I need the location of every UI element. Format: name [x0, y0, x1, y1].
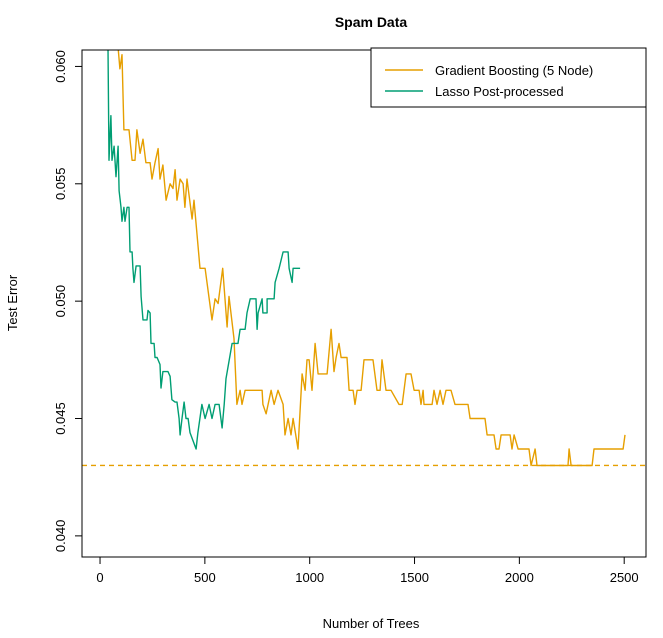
- y-tick-label: 0.055: [53, 168, 68, 201]
- y-axis: 0.040 0.045 0.050 0.055 0.060: [53, 50, 82, 552]
- chart-title: Spam Data: [335, 14, 408, 30]
- x-tick-label: 1500: [400, 570, 429, 585]
- plot-frame: [81, 49, 647, 558]
- plot-area: [82, 50, 646, 467]
- x-tick-label: 0: [96, 570, 103, 585]
- x-tick-label: 500: [194, 570, 216, 585]
- series-line-lasso: [107, 50, 301, 450]
- x-axis-label: Number of Trees: [323, 616, 420, 631]
- x-tick-label: 2500: [610, 570, 639, 585]
- legend-label-lasso: Lasso Post-processed: [435, 84, 564, 99]
- legend-box: [370, 47, 647, 108]
- legend: Gradient Boosting (5 Node) Lasso Post-pr…: [370, 47, 647, 108]
- y-axis-label: Test Error: [5, 274, 20, 331]
- y-tick-label: 0.040: [53, 520, 68, 553]
- x-axis: 0 500 1000 1500 2000 2500: [96, 557, 639, 585]
- series-line-gradient-boosting: [117, 50, 626, 467]
- y-tick-label: 0.050: [53, 285, 68, 318]
- y-tick-label: 0.045: [53, 402, 68, 435]
- x-tick-label: 2000: [505, 570, 534, 585]
- legend-label-gradient-boosting: Gradient Boosting (5 Node): [435, 63, 593, 78]
- y-tick-label: 0.060: [53, 50, 68, 83]
- x-tick-label: 1000: [295, 570, 324, 585]
